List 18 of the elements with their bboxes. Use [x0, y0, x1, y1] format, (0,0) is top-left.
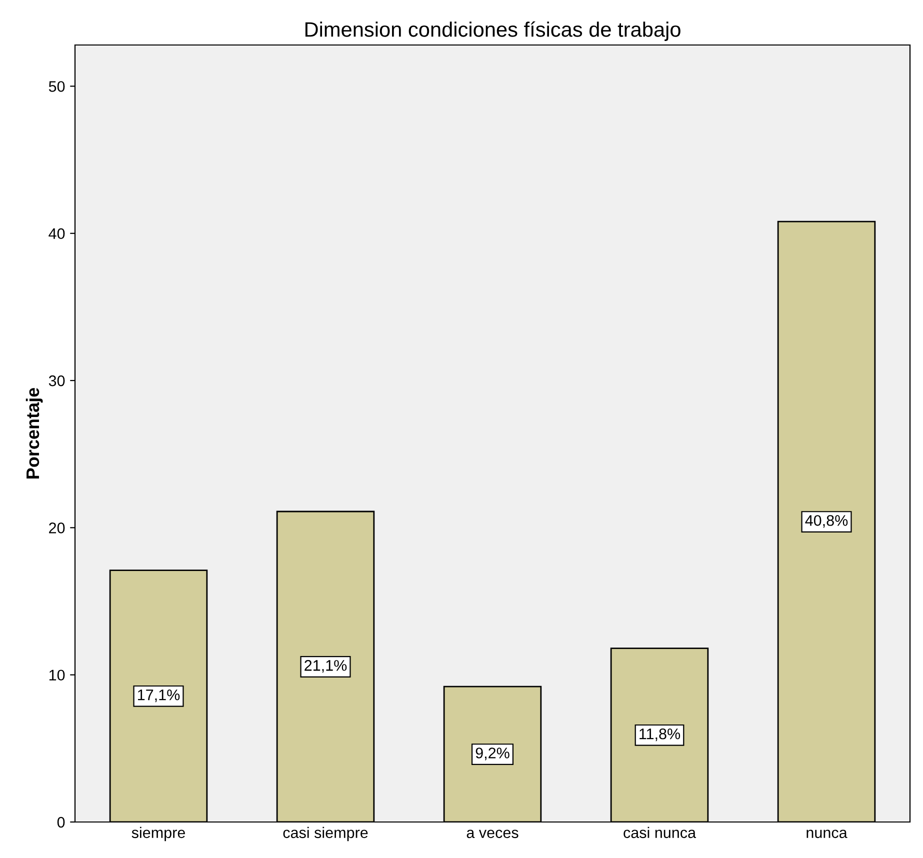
- data-label: 11,8%: [640, 728, 680, 742]
- y-tick-label: 30: [48, 375, 65, 386]
- y-tick-label: 20: [49, 522, 65, 534]
- x-tick-label: nunca: [806, 830, 848, 838]
- x-tick-label: siempre: [132, 826, 185, 842]
- data-label: 17,1%: [138, 690, 180, 702]
- y-tick-label: 0: [57, 816, 65, 828]
- x-tick-label: casi nunca: [624, 826, 696, 838]
- data-label: 40,8%: [805, 515, 848, 528]
- y-tick-label: 50: [48, 81, 65, 92]
- data-label: 9,2%: [476, 748, 510, 760]
- y-tick-label: 40: [48, 228, 65, 240]
- x-tick-label: a veces: [466, 830, 518, 838]
- x-tick-label: casi siempre: [283, 826, 368, 842]
- y-tick-label: 10: [49, 670, 65, 681]
- y-axis-title: Porcentaje: [26, 388, 43, 478]
- chart-title: Dimension condiciones físicas de trabajo: [305, 21, 680, 41]
- data-label: 21,1%: [304, 660, 347, 673]
